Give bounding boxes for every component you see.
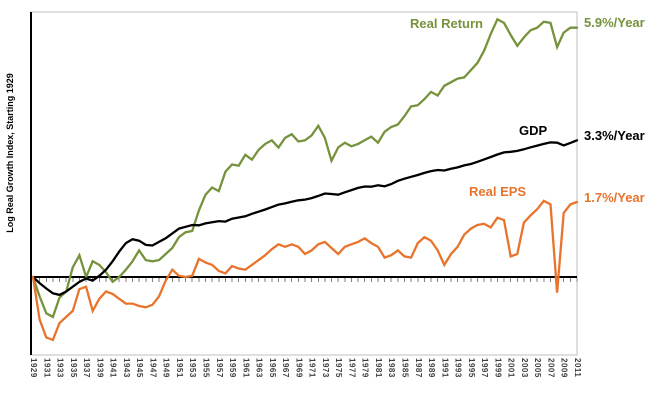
x-tick-label: 1995 xyxy=(466,358,476,378)
x-tick-label: 1979 xyxy=(360,358,370,378)
real-return-line xyxy=(31,17,579,319)
x-tick-label: 1997 xyxy=(480,358,490,378)
x-tick-label: 1971 xyxy=(307,358,317,378)
annotation-gdp-cagr: 3.3%/Year xyxy=(584,128,645,143)
x-tick-label: 2011 xyxy=(573,358,582,378)
x-tick-label: 1963 xyxy=(254,358,264,378)
x-tick-label: 1981 xyxy=(374,358,383,378)
x-tick-label: 2003 xyxy=(519,358,529,378)
x-tick-label: 1929 xyxy=(29,358,38,378)
x-tick-label: 1945 xyxy=(135,358,145,378)
x-tick-label: 1949 xyxy=(161,358,171,378)
x-tick-label: 1961 xyxy=(241,358,251,378)
x-tick-label: 1985 xyxy=(400,358,410,378)
x-tick-label: 1937 xyxy=(82,358,92,378)
x-tick-label: 1939 xyxy=(95,358,105,378)
gdp-line xyxy=(31,139,579,297)
x-tick-label: 1989 xyxy=(427,358,436,378)
x-tick-label: 1991 xyxy=(440,358,450,378)
x-tick-label: 1987 xyxy=(413,358,423,378)
x-tick-label: 1957 xyxy=(214,358,224,378)
x-tick-label: 1965 xyxy=(267,358,277,378)
y-axis-title: Log Real Growth Index, Starting 1929 xyxy=(5,73,15,233)
x-tick-label: 2005 xyxy=(533,358,543,378)
x-tick-label: 1967 xyxy=(281,358,291,378)
x-tick-label: 1977 xyxy=(347,358,357,378)
x-tick-label: 1935 xyxy=(68,358,78,378)
x-tick-label: 1955 xyxy=(201,358,211,378)
x-tick-label: 1999 xyxy=(493,358,503,378)
x-tick-label: 1983 xyxy=(387,358,397,378)
x-tick-label: 1943 xyxy=(121,358,131,378)
series-label-gdp: GDP xyxy=(519,123,548,138)
series-label-real-return: Real Return xyxy=(410,16,483,31)
x-tick-label: 1993 xyxy=(453,358,463,378)
x-tick-label: 1933 xyxy=(55,358,65,378)
series-label-real-eps: Real EPS xyxy=(469,184,527,199)
x-tick-label: 1931 xyxy=(42,358,52,378)
annotation-real-return-cagr: 5.9%/Year xyxy=(584,15,645,30)
annotation-real-eps-cagr: 1.7%/Year xyxy=(584,190,645,205)
x-tick-label: 1973 xyxy=(320,358,330,378)
x-tick-label: 2001 xyxy=(506,358,516,378)
x-tick-label: 1975 xyxy=(334,358,344,378)
x-tick-label: 1947 xyxy=(148,358,158,378)
x-tick-label: 2009 xyxy=(559,358,569,378)
real-eps-line xyxy=(31,199,579,342)
x-tick-label: 2007 xyxy=(546,358,556,378)
x-tick-label: 1941 xyxy=(108,358,118,378)
x-tick-label: 1969 xyxy=(294,358,304,378)
x-tick-label: 1953 xyxy=(188,358,198,378)
x-tick-label: 1959 xyxy=(228,358,237,378)
x-tick-label: 1951 xyxy=(175,358,184,378)
